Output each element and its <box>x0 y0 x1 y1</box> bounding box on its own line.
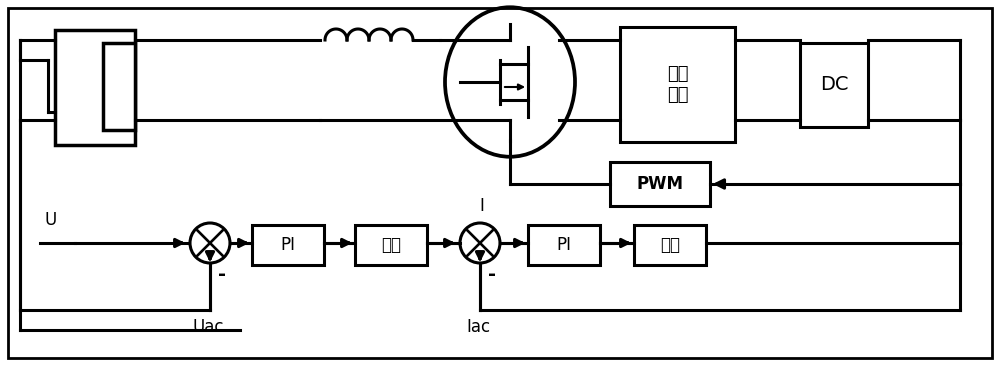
Bar <box>610 162 710 206</box>
Text: PWM: PWM <box>637 175 684 193</box>
Bar <box>252 225 324 265</box>
Text: U: U <box>45 211 57 229</box>
Bar <box>800 43 868 127</box>
Bar <box>355 225 427 265</box>
Bar <box>528 225 600 265</box>
Text: -: - <box>488 265 496 284</box>
Text: PI: PI <box>280 236 296 254</box>
Text: -: - <box>218 265 226 284</box>
Text: PI: PI <box>556 236 572 254</box>
Bar <box>55 30 135 145</box>
Text: I: I <box>480 197 484 215</box>
Text: 限幅: 限幅 <box>381 236 401 254</box>
Bar <box>620 27 735 142</box>
Text: Iac: Iac <box>466 318 490 336</box>
Text: Uac: Uac <box>192 318 224 336</box>
Bar <box>103 43 135 130</box>
Text: DC: DC <box>820 75 848 94</box>
Text: 限幅: 限幅 <box>660 236 680 254</box>
Text: 滤波
稳压: 滤波 稳压 <box>667 65 688 104</box>
Bar <box>634 225 706 265</box>
